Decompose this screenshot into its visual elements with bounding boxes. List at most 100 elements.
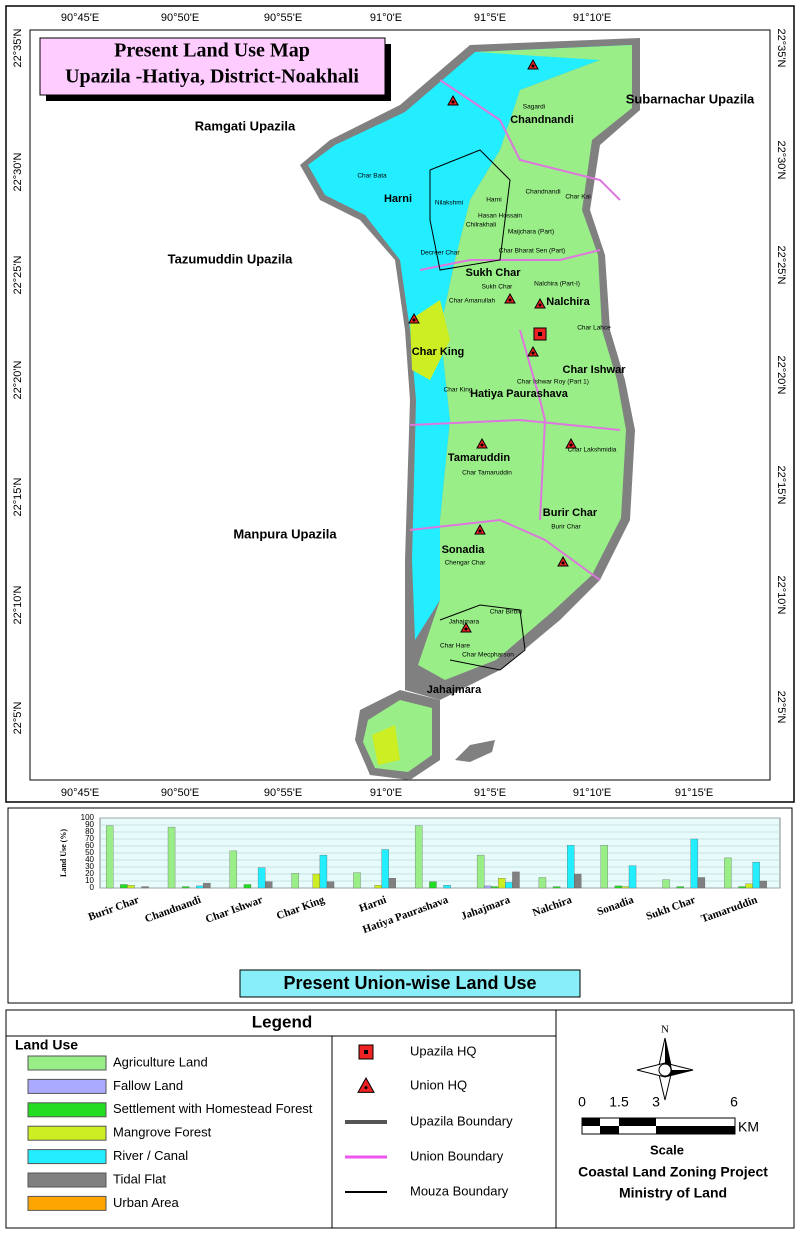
- map-shapes: [300, 38, 640, 780]
- legend-label: Settlement with Homestead Forest: [113, 1101, 313, 1116]
- legend-symbol-label: Union Boundary: [410, 1148, 504, 1163]
- longitude-label: 91°0'E: [370, 12, 402, 24]
- latitude-label: 22°20'N: [775, 356, 787, 395]
- y-tick-label: 10: [85, 876, 94, 885]
- y-tick-label: 70: [85, 834, 94, 843]
- bar: [443, 885, 451, 889]
- mangrove: [410, 300, 450, 380]
- longitude-label: 90°55'E: [264, 787, 302, 799]
- latitude-label: 22°30'N: [775, 141, 787, 180]
- union-hq-dot: [561, 561, 565, 565]
- legend-label: Tidal Flat: [113, 1171, 166, 1186]
- latitude-label: 22°20'N: [12, 360, 24, 399]
- union-label: Hatiya Paurashava: [470, 388, 569, 400]
- upazila-hq-dot: [538, 332, 542, 336]
- union-boundary: [409, 518, 601, 581]
- mouza-label: Char Birbiri: [490, 609, 523, 616]
- bar: [505, 882, 513, 889]
- chart-title-box: [239, 969, 581, 998]
- longitude-label: 91°10'E: [573, 787, 611, 799]
- bar: [264, 881, 273, 889]
- bar: [512, 871, 520, 889]
- bar: [243, 884, 252, 889]
- mouza-label: Jahajmara: [449, 619, 480, 626]
- mouza-label: Nalchira (Part-I): [534, 281, 580, 288]
- latitude-label: 22°10'N: [775, 576, 787, 615]
- map-title: Present Land Use Map: [114, 40, 310, 62]
- longitude-label: 91°5'E: [474, 12, 506, 24]
- scale-unit: KM: [738, 1119, 759, 1135]
- mouza-label: Nilakshmi: [435, 200, 463, 207]
- mouza-label: Char Bata: [357, 173, 387, 180]
- bar: [745, 883, 753, 889]
- bar: [381, 849, 389, 889]
- y-tick-label: 90: [85, 820, 94, 829]
- bar: [181, 886, 190, 889]
- bar: [491, 886, 499, 889]
- mouza-label: Char Tamaruddin: [462, 470, 512, 477]
- compass-needle: [665, 1038, 672, 1070]
- bar: [574, 873, 582, 889]
- union-hq-dot: [480, 443, 484, 447]
- legend-title: Legend: [252, 1012, 312, 1031]
- compass: [636, 1037, 694, 1101]
- bar: [229, 850, 238, 889]
- bar: [628, 865, 637, 889]
- bar: [203, 882, 211, 889]
- legend-swatch: [27, 1078, 107, 1094]
- legend-swatch: [27, 1195, 107, 1211]
- union-label: Nalchira: [546, 296, 590, 308]
- mouza-label: Decreer Char: [420, 250, 460, 257]
- north-label: N: [661, 1024, 669, 1036]
- bar: [484, 885, 492, 889]
- bar: [257, 867, 266, 889]
- legend-symbol-label: Upazila HQ: [410, 1043, 476, 1058]
- bar: [759, 880, 767, 889]
- bar: [196, 885, 204, 889]
- y-tick-label: 0: [90, 883, 95, 892]
- union-boundary: [519, 329, 547, 521]
- mouza-label: Char Bharat Sen (Part): [499, 248, 565, 255]
- scale-tick: 0: [578, 1094, 586, 1110]
- mouza-label: Char Lahce: [577, 325, 611, 332]
- bar: [319, 854, 328, 889]
- scale-bar-segment: [582, 1118, 600, 1126]
- legend-swatch: [27, 1055, 107, 1071]
- union-hq-dot: [569, 443, 573, 447]
- bar: [141, 886, 149, 889]
- longitude-label: 90°45'E: [61, 787, 99, 799]
- latitude-label: 22°30'N: [12, 152, 24, 191]
- longitude-label: 91°0'E: [370, 787, 402, 799]
- bar: [690, 838, 699, 889]
- legend-label: Fallow Land: [113, 1078, 183, 1093]
- longitude-label: 91°10'E: [573, 12, 611, 24]
- union-hq-dot: [538, 303, 542, 307]
- union-hq: [357, 1076, 375, 1093]
- mouza-label: Char Ishwar Roy (Part 1): [517, 379, 589, 386]
- bar: [167, 826, 176, 889]
- union-boundary: [409, 418, 621, 431]
- y-tick-label: 50: [85, 848, 94, 857]
- legend-symbol-label: Mouza Boundary: [410, 1183, 509, 1198]
- mouza-label: Char King: [444, 387, 473, 394]
- bar: [614, 885, 623, 889]
- bar: [552, 886, 561, 889]
- bar: [120, 884, 128, 889]
- mouza-label: Sukh Char: [482, 284, 514, 291]
- mouza-label: Maijchara (Part): [508, 229, 554, 236]
- mouza-label: Char Kal: [565, 194, 591, 201]
- y-tick-label: 30: [85, 862, 94, 871]
- union-label: Burir Char: [543, 507, 598, 519]
- mouza-boundary: [429, 149, 511, 271]
- legend-swatch: [27, 1102, 107, 1118]
- scale-bar: [581, 1117, 736, 1135]
- scale-tick: 1.5: [609, 1094, 629, 1110]
- bar: [353, 872, 361, 889]
- bar: [291, 873, 299, 889]
- y-tick-label: 60: [85, 841, 94, 850]
- bar: [738, 886, 746, 889]
- upazila-label: Tazumuddin Upazila: [168, 251, 293, 266]
- bar: [676, 886, 684, 889]
- mouza-label: Harni: [486, 197, 502, 204]
